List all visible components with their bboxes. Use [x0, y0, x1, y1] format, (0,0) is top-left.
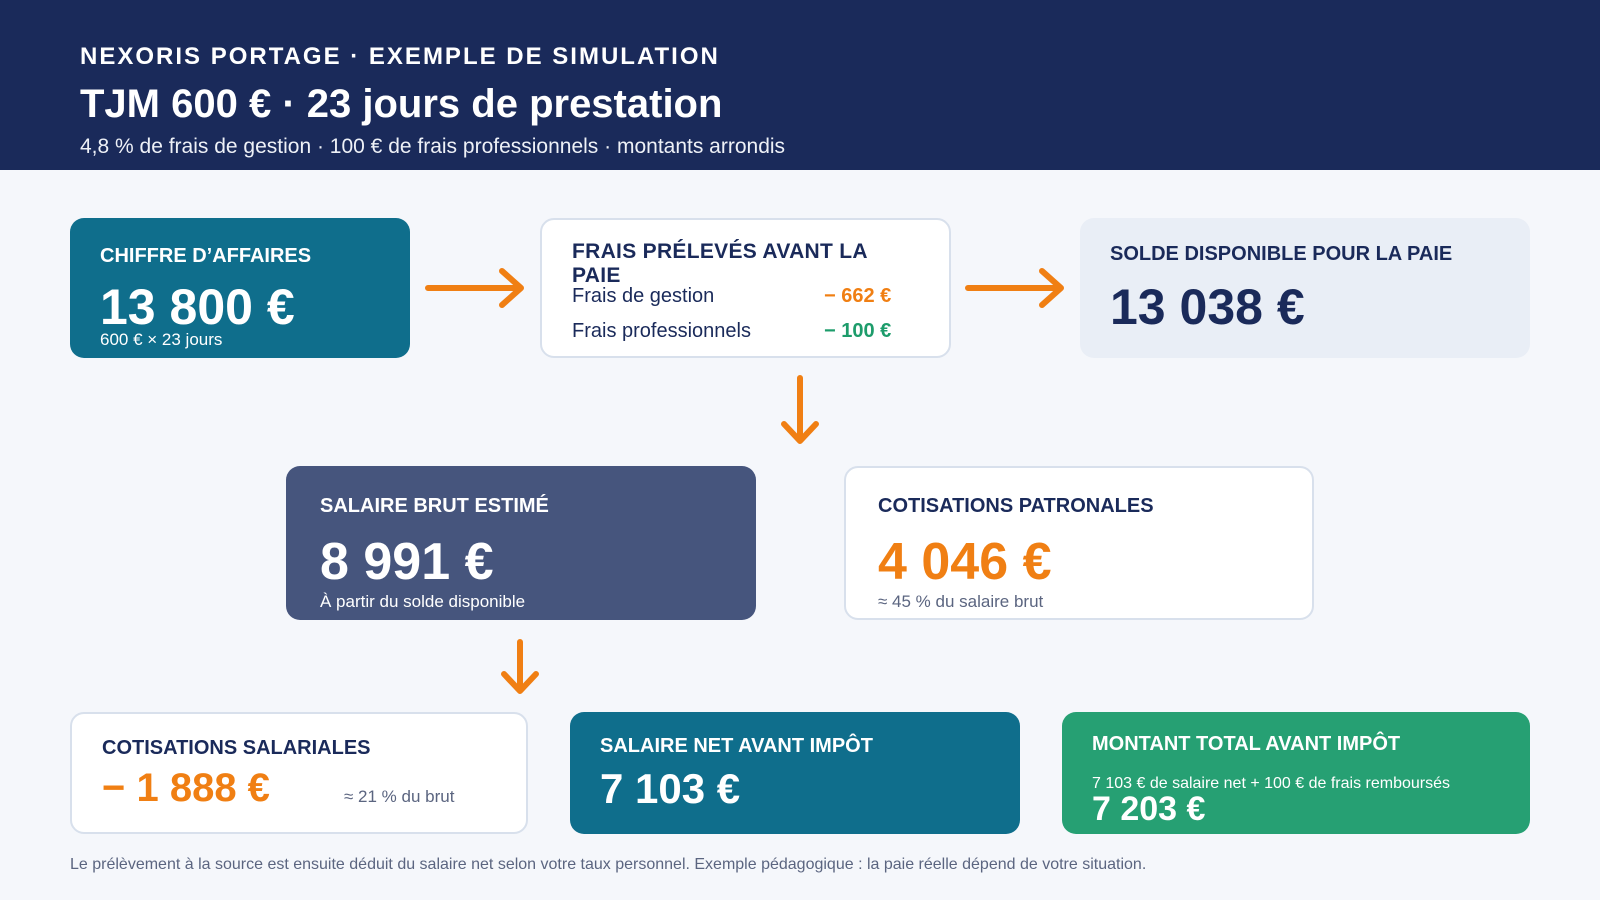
- arrow-right-icon: [425, 268, 524, 308]
- fees-professional-amount: − 100 €: [824, 320, 892, 342]
- gross-salary-label: SALAIRE BRUT ESTIMÉ: [320, 495, 549, 517]
- fees-management-amount: − 662 €: [824, 285, 892, 307]
- fees-professional-row: Frais professionnels − 100 €: [572, 319, 912, 343]
- arrow-right-icon: [965, 268, 1064, 308]
- gross-salary-card: SALAIRE BRUT ESTIMÉ 8 991 € À partir du …: [286, 466, 756, 620]
- revenue-detail: 600 € × 23 jours: [100, 330, 223, 349]
- balance-card: SOLDE DISPONIBLE POUR LA PAIE 13 038 €: [1080, 218, 1530, 358]
- total-amount-detail: 7 103 € de salaire net + 100 € de frais …: [1092, 775, 1450, 792]
- fees-management-label: Frais de gestion: [572, 285, 715, 307]
- balance-label: SOLDE DISPONIBLE POUR LA PAIE: [1110, 243, 1453, 265]
- total-amount-value: 7 203 €: [1092, 790, 1206, 828]
- employee-contributions-detail: ≈ 21 % du brut: [344, 787, 455, 806]
- revenue-label: CHIFFRE D’AFFAIRES: [100, 245, 312, 267]
- footnote: Le prélèvement à la source est ensuite d…: [70, 856, 1147, 873]
- net-salary-label: SALAIRE NET AVANT IMPÔT: [600, 735, 873, 757]
- total-amount-label: MONTANT TOTAL AVANT IMPÔT: [1092, 733, 1401, 755]
- arrow-down-icon: [501, 639, 539, 694]
- balance-amount: 13 038 €: [1110, 279, 1305, 335]
- net-salary-amount: 7 103 €: [600, 765, 741, 812]
- total-amount-card: MONTANT TOTAL AVANT IMPÔT 7 103 € de sal…: [1062, 712, 1530, 834]
- employer-contributions-detail: ≈ 45 % du salaire brut: [878, 592, 1044, 611]
- employee-contributions-amount: − 1 888 €: [102, 766, 270, 810]
- employer-contributions-card: COTISATIONS PATRONALES 4 046 € ≈ 45 % du…: [844, 466, 1314, 620]
- fees-management-row: Frais de gestion − 662 €: [572, 284, 912, 308]
- header-banner: NEXORIS PORTAGE · EXEMPLE DE SIMULATION …: [0, 0, 1600, 170]
- header-eyebrow: NEXORIS PORTAGE · EXEMPLE DE SIMULATION: [80, 43, 720, 70]
- employer-contributions-amount: 4 046 €: [878, 533, 1052, 591]
- gross-salary-detail: À partir du solde disponible: [320, 592, 526, 611]
- arrow-down-icon: [781, 375, 819, 444]
- employer-contributions-label: COTISATIONS PATRONALES: [878, 495, 1154, 517]
- net-salary-card: SALAIRE NET AVANT IMPÔT 7 103 €: [570, 712, 1020, 834]
- fees-professional-label: Frais professionnels: [572, 320, 751, 342]
- fees-label: FRAIS PRÉLEVÉS AVANT LA PAIE: [572, 240, 868, 287]
- page-title: TJM 600 € · 23 jours de prestation: [80, 82, 723, 126]
- header-subtitle: 4,8 % de frais de gestion · 100 € de fra…: [80, 135, 786, 158]
- employee-contributions-label: COTISATIONS SALARIALES: [102, 737, 371, 759]
- fees-card: FRAIS PRÉLEVÉS AVANT LA PAIE Frais de ge…: [540, 218, 951, 358]
- gross-salary-amount: 8 991 €: [320, 533, 494, 591]
- revenue-amount: 13 800 €: [100, 279, 295, 335]
- revenue-card: CHIFFRE D’AFFAIRES 13 800 € 600 € × 23 j…: [70, 218, 410, 358]
- employee-contributions-card: COTISATIONS SALARIALES − 1 888 € ≈ 21 % …: [70, 712, 528, 834]
